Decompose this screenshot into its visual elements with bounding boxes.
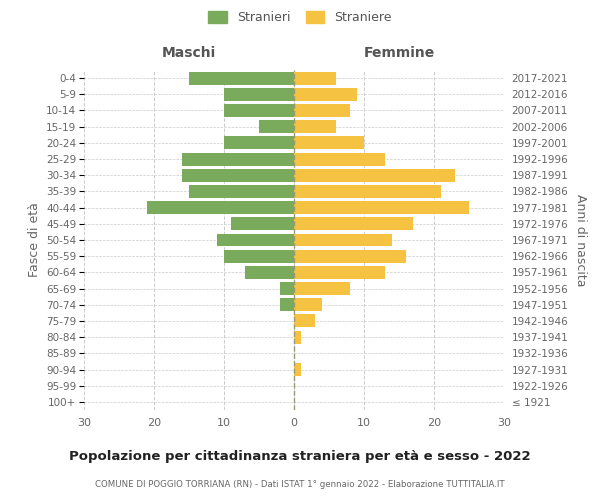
Bar [245,266,294,279]
Bar [294,250,406,262]
Bar [224,88,294,101]
Y-axis label: Anni di nascita: Anni di nascita [574,194,587,286]
Y-axis label: Fasce di età: Fasce di età [28,202,41,278]
Bar [294,218,413,230]
Bar [294,169,455,181]
Bar [294,201,469,214]
Bar [189,72,294,85]
Bar [294,152,385,166]
Bar [259,120,294,133]
Bar [189,185,294,198]
Bar [294,234,392,246]
Bar [294,88,357,101]
Text: COMUNE DI POGGIO TORRIANA (RN) - Dati ISTAT 1° gennaio 2022 - Elaborazione TUTTI: COMUNE DI POGGIO TORRIANA (RN) - Dati IS… [95,480,505,489]
Bar [294,104,350,117]
Bar [217,234,294,246]
Bar [294,120,336,133]
Text: Maschi: Maschi [162,46,216,60]
Text: Femmine: Femmine [364,46,434,60]
Bar [294,266,385,279]
Text: Popolazione per cittadinanza straniera per età e sesso - 2022: Popolazione per cittadinanza straniera p… [69,450,531,463]
Bar [224,250,294,262]
Bar [182,169,294,181]
Bar [294,72,336,85]
Bar [224,136,294,149]
Bar [231,218,294,230]
Bar [294,314,315,328]
Bar [294,330,301,344]
Bar [280,298,294,311]
Bar [294,298,322,311]
Legend: Stranieri, Straniere: Stranieri, Straniere [203,6,397,29]
Bar [224,104,294,117]
Bar [294,185,441,198]
Bar [147,201,294,214]
Bar [294,363,301,376]
Bar [280,282,294,295]
Bar [182,152,294,166]
Bar [294,282,350,295]
Bar [294,136,364,149]
